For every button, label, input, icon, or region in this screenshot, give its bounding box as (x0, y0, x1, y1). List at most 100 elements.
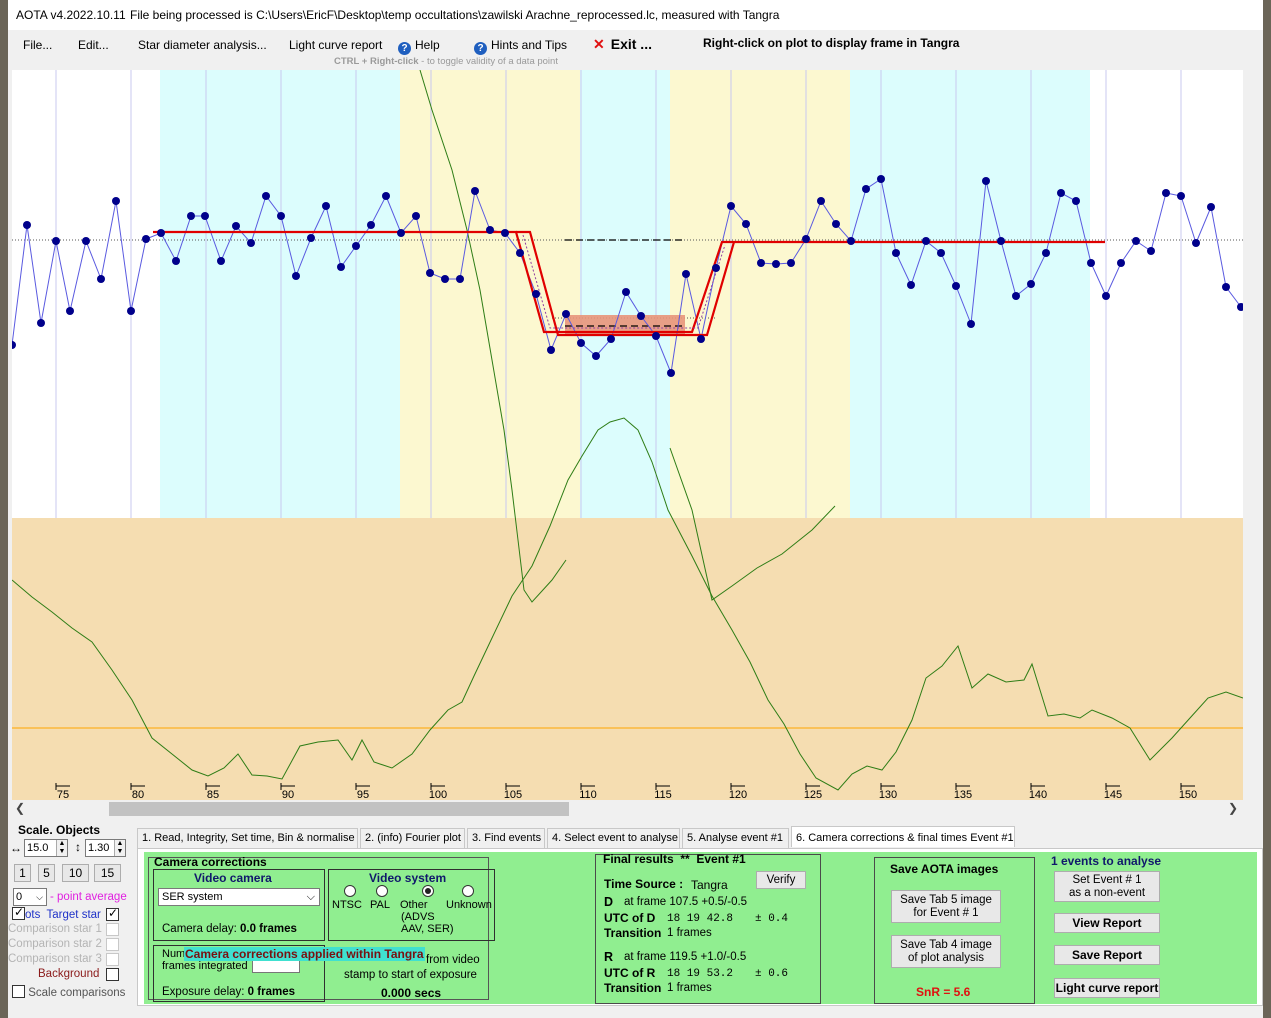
x-tick-label: 95 (357, 789, 369, 800)
save-tab4-button[interactable]: Save Tab 4 image of plot analysis (891, 935, 1001, 968)
plot-canvas[interactable]: 75 80 85 90 95 100 105 110 115 120 125 130 135 140 145… (12, 70, 1243, 800)
video-system-group (328, 869, 495, 941)
data-point (157, 229, 165, 237)
yellow-band (670, 70, 850, 518)
help-menu[interactable]: ? Help (398, 38, 440, 55)
r-frame: at frame 119.5 +1.0/-0.5 (624, 951, 747, 963)
x-tick-label: 105 (504, 789, 522, 800)
data-point (97, 275, 105, 283)
transition-d-label: Transition (604, 926, 662, 940)
video-system-heading: Video system (369, 871, 447, 885)
comparison-star-2-checkbox[interactable] (106, 938, 119, 952)
data-point (802, 235, 810, 243)
data-point (1072, 197, 1080, 205)
pal-radio[interactable] (376, 885, 388, 897)
point-average-label: - point average (50, 891, 127, 903)
d-label: D (604, 895, 614, 909)
data-point (23, 221, 31, 229)
save-tab5-button[interactable]: Save Tab 5 image for Event # 1 (891, 890, 1001, 923)
data-point (337, 263, 345, 271)
x-tick-label: 110 (579, 789, 597, 800)
edit-menu[interactable]: Edit... (78, 38, 109, 52)
data-point (1207, 203, 1215, 211)
other-radio[interactable] (422, 885, 434, 897)
scale-1-button[interactable]: 1 (14, 864, 31, 882)
light-curve-report-menu[interactable]: Light curve report (289, 38, 383, 52)
x-tick-label: 115 (654, 789, 672, 800)
data-point (1222, 283, 1230, 291)
scale-10-button[interactable]: 10 (62, 864, 89, 882)
tab-fourier-plot[interactable]: 2. (info) Fourier plot (360, 828, 465, 848)
other-detail-label: (ADVS AAV, SER) (401, 911, 454, 935)
comparison-star-1-label: Comparison star 1 (8, 923, 102, 935)
data-point (352, 242, 360, 250)
x-tick-label: 125 (804, 789, 822, 800)
tab-select-event[interactable]: 4. Select event to analyse (547, 828, 680, 848)
data-point (727, 202, 735, 210)
plots-checkbox[interactable] (12, 905, 25, 920)
data-point (577, 339, 585, 347)
time-source-value: Tangra (691, 878, 728, 892)
file-menu[interactable]: File... (23, 38, 53, 52)
scale-15-button[interactable]: 15 (94, 864, 121, 882)
ntsc-radio[interactable] (344, 885, 356, 897)
scale-5-button[interactable]: 5 (38, 864, 55, 882)
tab-find-events[interactable]: 3. Find events (467, 828, 545, 848)
data-point (832, 220, 840, 228)
tab-read-integrity[interactable]: 1. Read, Integrity, Set time, Bin & norm… (137, 828, 358, 848)
target-star-label: Target star (46, 909, 101, 921)
data-point (52, 237, 60, 245)
scale-comparisons-row[interactable]: Scale comparisons (12, 985, 125, 999)
hints-menu[interactable]: ? Hints and Tips (474, 38, 567, 55)
camera-select[interactable]: SER system ⌵ (158, 888, 320, 906)
spinner-arrows-icon[interactable]: ▲ ▼ (56, 840, 67, 856)
scale-x-spinner[interactable]: 15.0 ▲ ▼ (24, 839, 68, 857)
data-point (742, 220, 750, 228)
point-average-select[interactable]: 0 ⌵ (13, 888, 47, 906)
data-point (382, 192, 390, 200)
tab-analyse-event[interactable]: 5. Analyse event #1 (682, 828, 789, 848)
data-point (232, 222, 240, 230)
tab-camera-corrections[interactable]: 6. Camera corrections & final times Even… (791, 826, 1015, 847)
background-checkbox[interactable] (106, 968, 119, 982)
title-bar: AOTA v4.2022.10.11 File being processed … (8, 0, 1263, 30)
vertical-scale-icon: ↕ (75, 840, 81, 854)
data-point (772, 260, 780, 268)
scroll-left-icon[interactable]: ❮ (15, 801, 26, 815)
exit-menu[interactable]: ✕ Exit ... (593, 36, 652, 52)
horizontal-scrollbar[interactable]: ❮ ❯ (12, 800, 1243, 818)
unknown-radio[interactable] (462, 885, 474, 897)
green-curve (12, 417, 1243, 791)
view-report-button[interactable]: View Report (1054, 913, 1160, 933)
scale-y-spinner[interactable]: 1.30 ▲ ▼ (85, 839, 126, 857)
spinner-arrows-icon[interactable]: ▲ ▼ (114, 840, 125, 856)
data-point (217, 257, 225, 265)
data-point (37, 319, 45, 327)
verify-button[interactable]: Verify (756, 871, 806, 889)
aota-window: AOTA v4.2022.10.11 File being processed … (8, 0, 1263, 1018)
comparison-star-1-checkbox[interactable] (106, 923, 119, 937)
data-point (426, 269, 434, 277)
data-point (667, 369, 675, 377)
scroll-right-icon[interactable]: ❯ (1228, 801, 1239, 815)
scroll-thumb[interactable] (109, 802, 569, 816)
light-curve-plot[interactable]: 75 80 85 90 95 100 105 110 115 120 125 130 135 140 145… (12, 70, 1243, 800)
set-non-event-button[interactable]: Set Event # 1 as a non-event (1054, 871, 1160, 902)
x-tick-label: 80 (132, 789, 144, 800)
data-point (757, 259, 765, 267)
hints-icon: ? (474, 42, 487, 55)
data-point (127, 307, 135, 315)
snr-value: SnR = 5.6 (916, 985, 971, 999)
light-curve-report-button[interactable]: Light curve report (1054, 978, 1160, 998)
final-results-heading: Final results ** Event #1 (603, 852, 746, 866)
stamp-label-2: stamp to start of exposure (344, 969, 477, 981)
utc-d-value: 18 19 42.8 (667, 913, 734, 925)
comparison-star-3-checkbox[interactable] (106, 953, 119, 967)
data-point (1192, 239, 1200, 247)
star-diameter-menu[interactable]: Star diameter analysis... (138, 38, 267, 52)
target-star-checkbox[interactable] (106, 906, 119, 922)
save-images-heading: Save AOTA images (890, 862, 999, 876)
data-point (547, 346, 555, 354)
save-report-button[interactable]: Save Report (1054, 945, 1160, 965)
comparison-star-3-label: Comparison star 3 (8, 953, 102, 965)
